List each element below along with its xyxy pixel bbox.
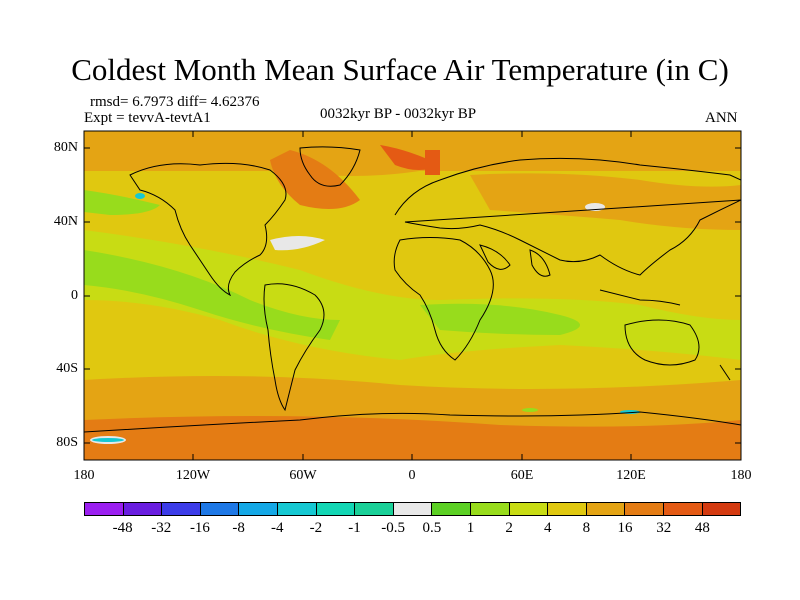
lon-label-180e: 180 — [730, 468, 752, 483]
colorbar-cell — [625, 503, 664, 515]
lat-label-80n: 80N — [53, 140, 78, 155]
lat-label-0: 0 — [71, 288, 78, 303]
lat-label-80s: 80S — [56, 435, 78, 450]
colorbar-cell — [586, 503, 626, 515]
lon-label-120e: 120E — [616, 468, 646, 483]
lat-label-40s: 40S — [56, 361, 78, 376]
period-text: 0032kyr BP - 0032kyr BP — [320, 106, 477, 122]
colorbar-label: -48 — [112, 520, 133, 536]
colorbar-cell — [85, 503, 124, 515]
colorbar-label: -2 — [309, 520, 323, 536]
colorbar-cell — [548, 503, 587, 515]
coastlines — [84, 146, 741, 433]
colorbar-label: 4 — [544, 520, 552, 536]
colorbar-label: 32 — [656, 520, 672, 536]
season-text: ANN — [705, 110, 738, 126]
lon-label-180w: 180 — [73, 468, 95, 483]
colorbar-cell — [355, 503, 394, 515]
lon-label-60w: 60W — [289, 468, 317, 483]
colorbar-cell — [509, 503, 549, 515]
colorbar-cell — [239, 503, 278, 515]
axis-ticks — [83, 131, 742, 460]
colorbar-label: -16 — [189, 520, 210, 536]
colorbar-label: 0.5 — [422, 520, 442, 536]
colorbar-cell — [123, 503, 163, 515]
colorbar-label: -8 — [232, 520, 245, 536]
experiment-text: Expt = tevvA-tevtA1 — [84, 110, 211, 126]
rmsd-diff-text: rmsd= 6.7973 diff= 4.62376 — [90, 94, 260, 110]
colorbar-cell — [277, 503, 317, 515]
colorbar-cell — [200, 503, 240, 515]
colorbar-label: 8 — [582, 520, 591, 536]
colorbar-label: 16 — [617, 520, 633, 536]
map-title: Coldest Month Mean Surface Air Temperatu… — [71, 52, 729, 87]
colorbar-label: 1 — [466, 520, 475, 536]
colorbar-label: -32 — [151, 520, 172, 536]
colorbar-cell — [162, 503, 201, 515]
colorbar — [84, 502, 741, 516]
colorbar-label: 2 — [505, 520, 513, 536]
colorbar-label: -0.5 — [381, 520, 406, 536]
colorbar-label: -4 — [270, 520, 284, 536]
lon-label-0: 0 — [408, 468, 416, 483]
colorbar-label: -1 — [348, 520, 361, 536]
lon-label-120w: 120W — [175, 468, 211, 483]
colorbar-cell — [316, 503, 356, 515]
lon-label-60e: 60E — [510, 468, 534, 483]
colorbar-label: 48 — [694, 520, 710, 536]
colorbar-cell — [432, 503, 471, 515]
colorbar-cell — [663, 503, 703, 515]
temperature-field — [84, 131, 741, 460]
lat-label-40n: 40N — [53, 214, 78, 229]
colorbar-cell — [393, 503, 433, 515]
colorbar-cell — [702, 503, 741, 515]
colorbar-cell — [470, 503, 510, 515]
